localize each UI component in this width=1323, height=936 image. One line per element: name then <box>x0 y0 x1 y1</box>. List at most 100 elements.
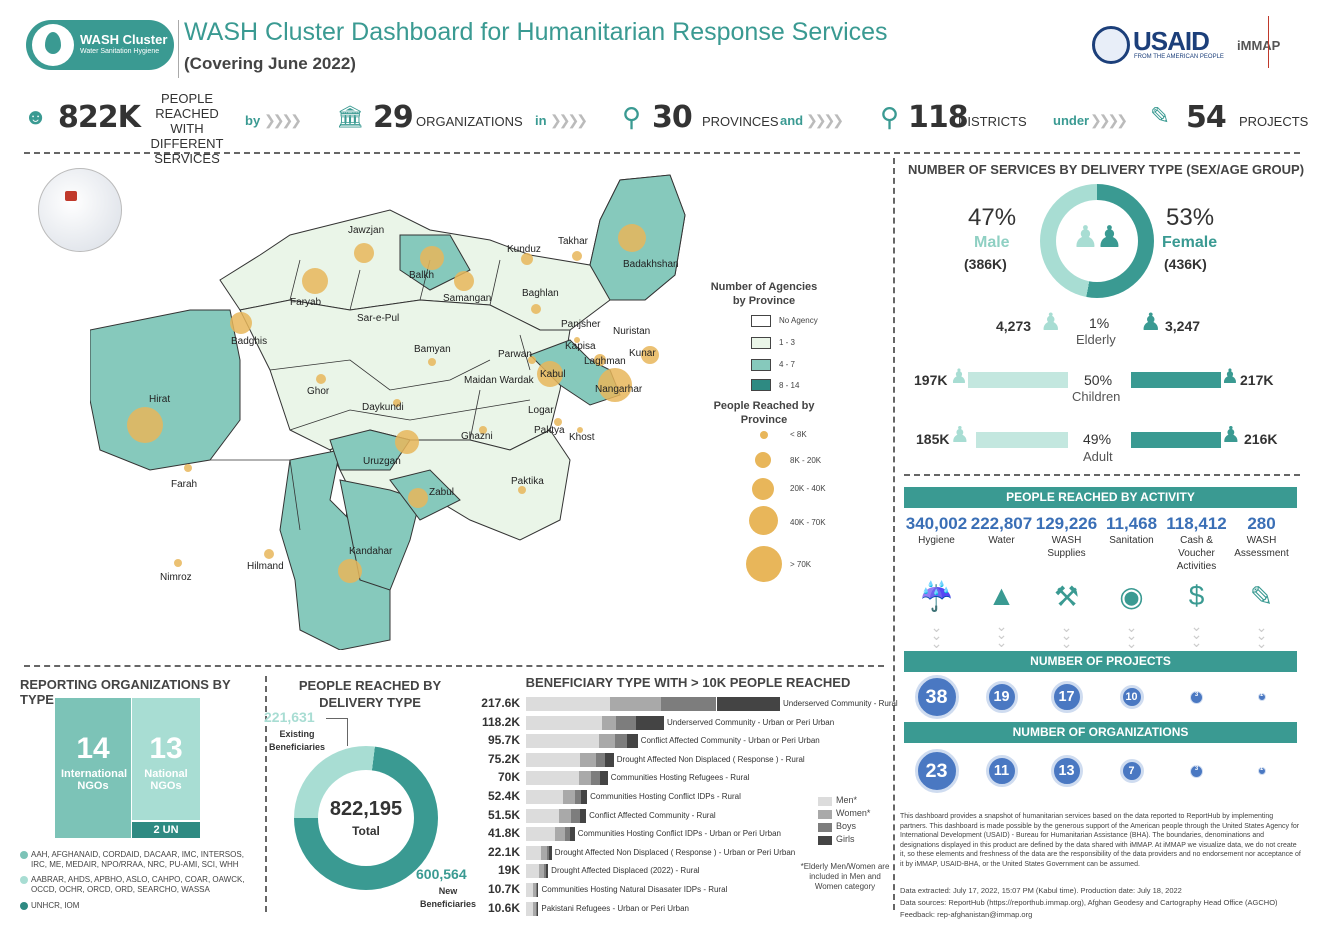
bar-segment <box>545 864 549 879</box>
chevron-down-icon: ⌄ ⌄ ⌄ <box>1125 619 1138 651</box>
activity-2: 129,226 WASH Supplies ⚒ ⌄ ⌄ ⌄ <box>1034 514 1099 651</box>
activity-panel <box>904 508 1297 648</box>
bar-segment <box>716 697 780 711</box>
activity-band: PEOPLE REACHED BY ACTIVITY <box>904 487 1297 508</box>
projects-band: NUMBER OF PROJECTS <box>904 651 1297 672</box>
kpi-people-label: PEOPLE REACHED WITH DIFFERENT SERVICES <box>150 91 224 166</box>
orgs-count-4: 3 <box>1190 764 1203 778</box>
national-ngo-value: 13 <box>149 732 183 765</box>
legend-dot-intl <box>20 851 28 859</box>
legend-swatch <box>818 836 832 845</box>
bar-segment <box>537 883 539 897</box>
sep-in: in <box>535 113 547 128</box>
bar-segment <box>598 734 616 749</box>
bar-label: Communities Hosting Conflict IDPs - Rura… <box>590 792 741 801</box>
wash-logo-subtitle: Water Sanitation Hygiene <box>80 48 160 55</box>
bubble-farah <box>184 464 192 472</box>
bubble-nimroz <box>174 559 182 567</box>
sep-and: and <box>780 113 804 128</box>
kpi-orgs-value: 29 <box>373 100 414 135</box>
feedback: Feedback: rep-afghanistan@immap.org <box>900 910 1033 919</box>
usaid-tagline: FROM THE AMERICAN PEOPLE <box>1134 54 1224 60</box>
male-pct: 47% <box>968 204 1017 231</box>
chevron-icon: ❯❯❯❯ <box>550 112 588 128</box>
legend-dot-un <box>20 902 28 910</box>
bubble-ghor <box>316 374 326 384</box>
bar-label: Communities Hosting Conflict IDPs - Urba… <box>577 829 781 839</box>
label-ghor: Ghor <box>307 386 330 397</box>
gender-donut: ♟ ♟ <box>1040 184 1154 298</box>
orgs-count-5: 1 <box>1257 766 1266 775</box>
bar-segment <box>539 864 544 879</box>
legend-bubble-s <box>755 452 771 468</box>
kpi-prov-value: 30 <box>652 100 693 135</box>
bar-label: Underserved Community - Rural <box>783 699 898 708</box>
female-value: (436K) <box>1164 256 1207 272</box>
bubble-kunduz <box>521 253 533 265</box>
children-female-bar <box>1131 372 1221 388</box>
bubble-faryab <box>302 268 328 294</box>
existing-value: 221,631 <box>264 709 315 725</box>
legend-bubble-xs <box>760 431 768 439</box>
label-samangan: Samangan <box>443 293 492 304</box>
bar-value: 52.4K <box>487 789 520 803</box>
bubble-balkh <box>420 246 444 270</box>
bar-segment <box>615 734 627 749</box>
bar-segment <box>549 845 552 860</box>
adult-male-icon: ♟ <box>950 422 970 447</box>
chevron-down-icon: ⌄ ⌄ ⌄ <box>1060 619 1073 651</box>
bar-value: 10.7K <box>487 882 520 896</box>
data-extracted: Data extracted: July 17, 2022, 15:07 PM … <box>900 886 1182 895</box>
legend-agency-3: 8 - 14 <box>779 381 800 390</box>
new-value: 600,564 <box>416 866 467 882</box>
water-drop-icon: ▲ <box>987 580 1016 611</box>
children-label: Children <box>1072 389 1121 404</box>
bar-segment <box>605 752 614 767</box>
bar-segment <box>526 790 563 804</box>
adult-female-bar <box>1131 432 1221 448</box>
projects-count-2: 17 <box>1050 681 1083 713</box>
bubble-takhar <box>572 251 582 261</box>
bar-value: 118.2K <box>481 714 520 729</box>
bubble-kandahar <box>338 559 362 583</box>
bar-segment <box>555 827 566 842</box>
kpi-proj-label: PROJECTS <box>1239 114 1309 129</box>
kpi-proj-value: 54 <box>1186 100 1227 135</box>
sep-under: under <box>1053 113 1090 128</box>
activity-label: WASH Supplies <box>1047 535 1086 559</box>
delivery-title: PEOPLE REACHED BY DELIVERY TYPE <box>298 678 442 710</box>
existing-label: Existing Beneficiaries <box>268 729 326 752</box>
orgs-count-3: 7 <box>1119 759 1144 783</box>
legend-swatch <box>818 823 832 832</box>
assessment-icon: ✎ <box>1249 581 1274 612</box>
activity-value: 129,226 <box>1035 514 1098 533</box>
bubble-laghman <box>594 354 606 366</box>
bubble-baghlan <box>531 304 541 314</box>
orgs-count-1: 11 <box>985 755 1018 787</box>
legend-people-1: 8K - 20K <box>790 456 822 465</box>
bubble-kunar <box>641 346 659 364</box>
projects-count-3: 10 <box>1119 685 1144 709</box>
legend-agency-2: 4 - 7 <box>779 360 796 369</box>
projects-count-1: 19 <box>985 681 1018 713</box>
bubble-paktya <box>554 418 562 426</box>
activity-1: 222,807 Water ▲ ⌄ ⌄ ⌄ <box>969 514 1034 649</box>
label-nangarhar: Nangarhar <box>595 384 643 395</box>
bar-segment <box>580 808 587 823</box>
bar-segment <box>580 752 597 767</box>
intl-ngo-card: 14 International NGOs <box>55 698 131 838</box>
label-badghis: Badghis <box>231 336 268 347</box>
wash-logo: WASH Cluster Water Sanitation Hygiene <box>26 20 174 70</box>
bubble-badghis <box>230 312 252 334</box>
label-farah: Farah <box>171 479 198 490</box>
map-region-uruzgan <box>329 429 411 471</box>
female-pct: 53% <box>1166 204 1215 231</box>
legend-swatch <box>818 797 832 806</box>
legend-people-0: < 8K <box>790 430 807 439</box>
activity-value: 222,807 <box>970 514 1033 533</box>
bar-segment <box>660 697 717 711</box>
legend-people-title: People Reached by Province <box>713 400 815 426</box>
total-value: 822,195 <box>329 798 403 820</box>
person-icon: ♟ <box>1096 221 1123 254</box>
chart-note: *Elderly Men/Women are included in Men a… <box>800 862 890 891</box>
